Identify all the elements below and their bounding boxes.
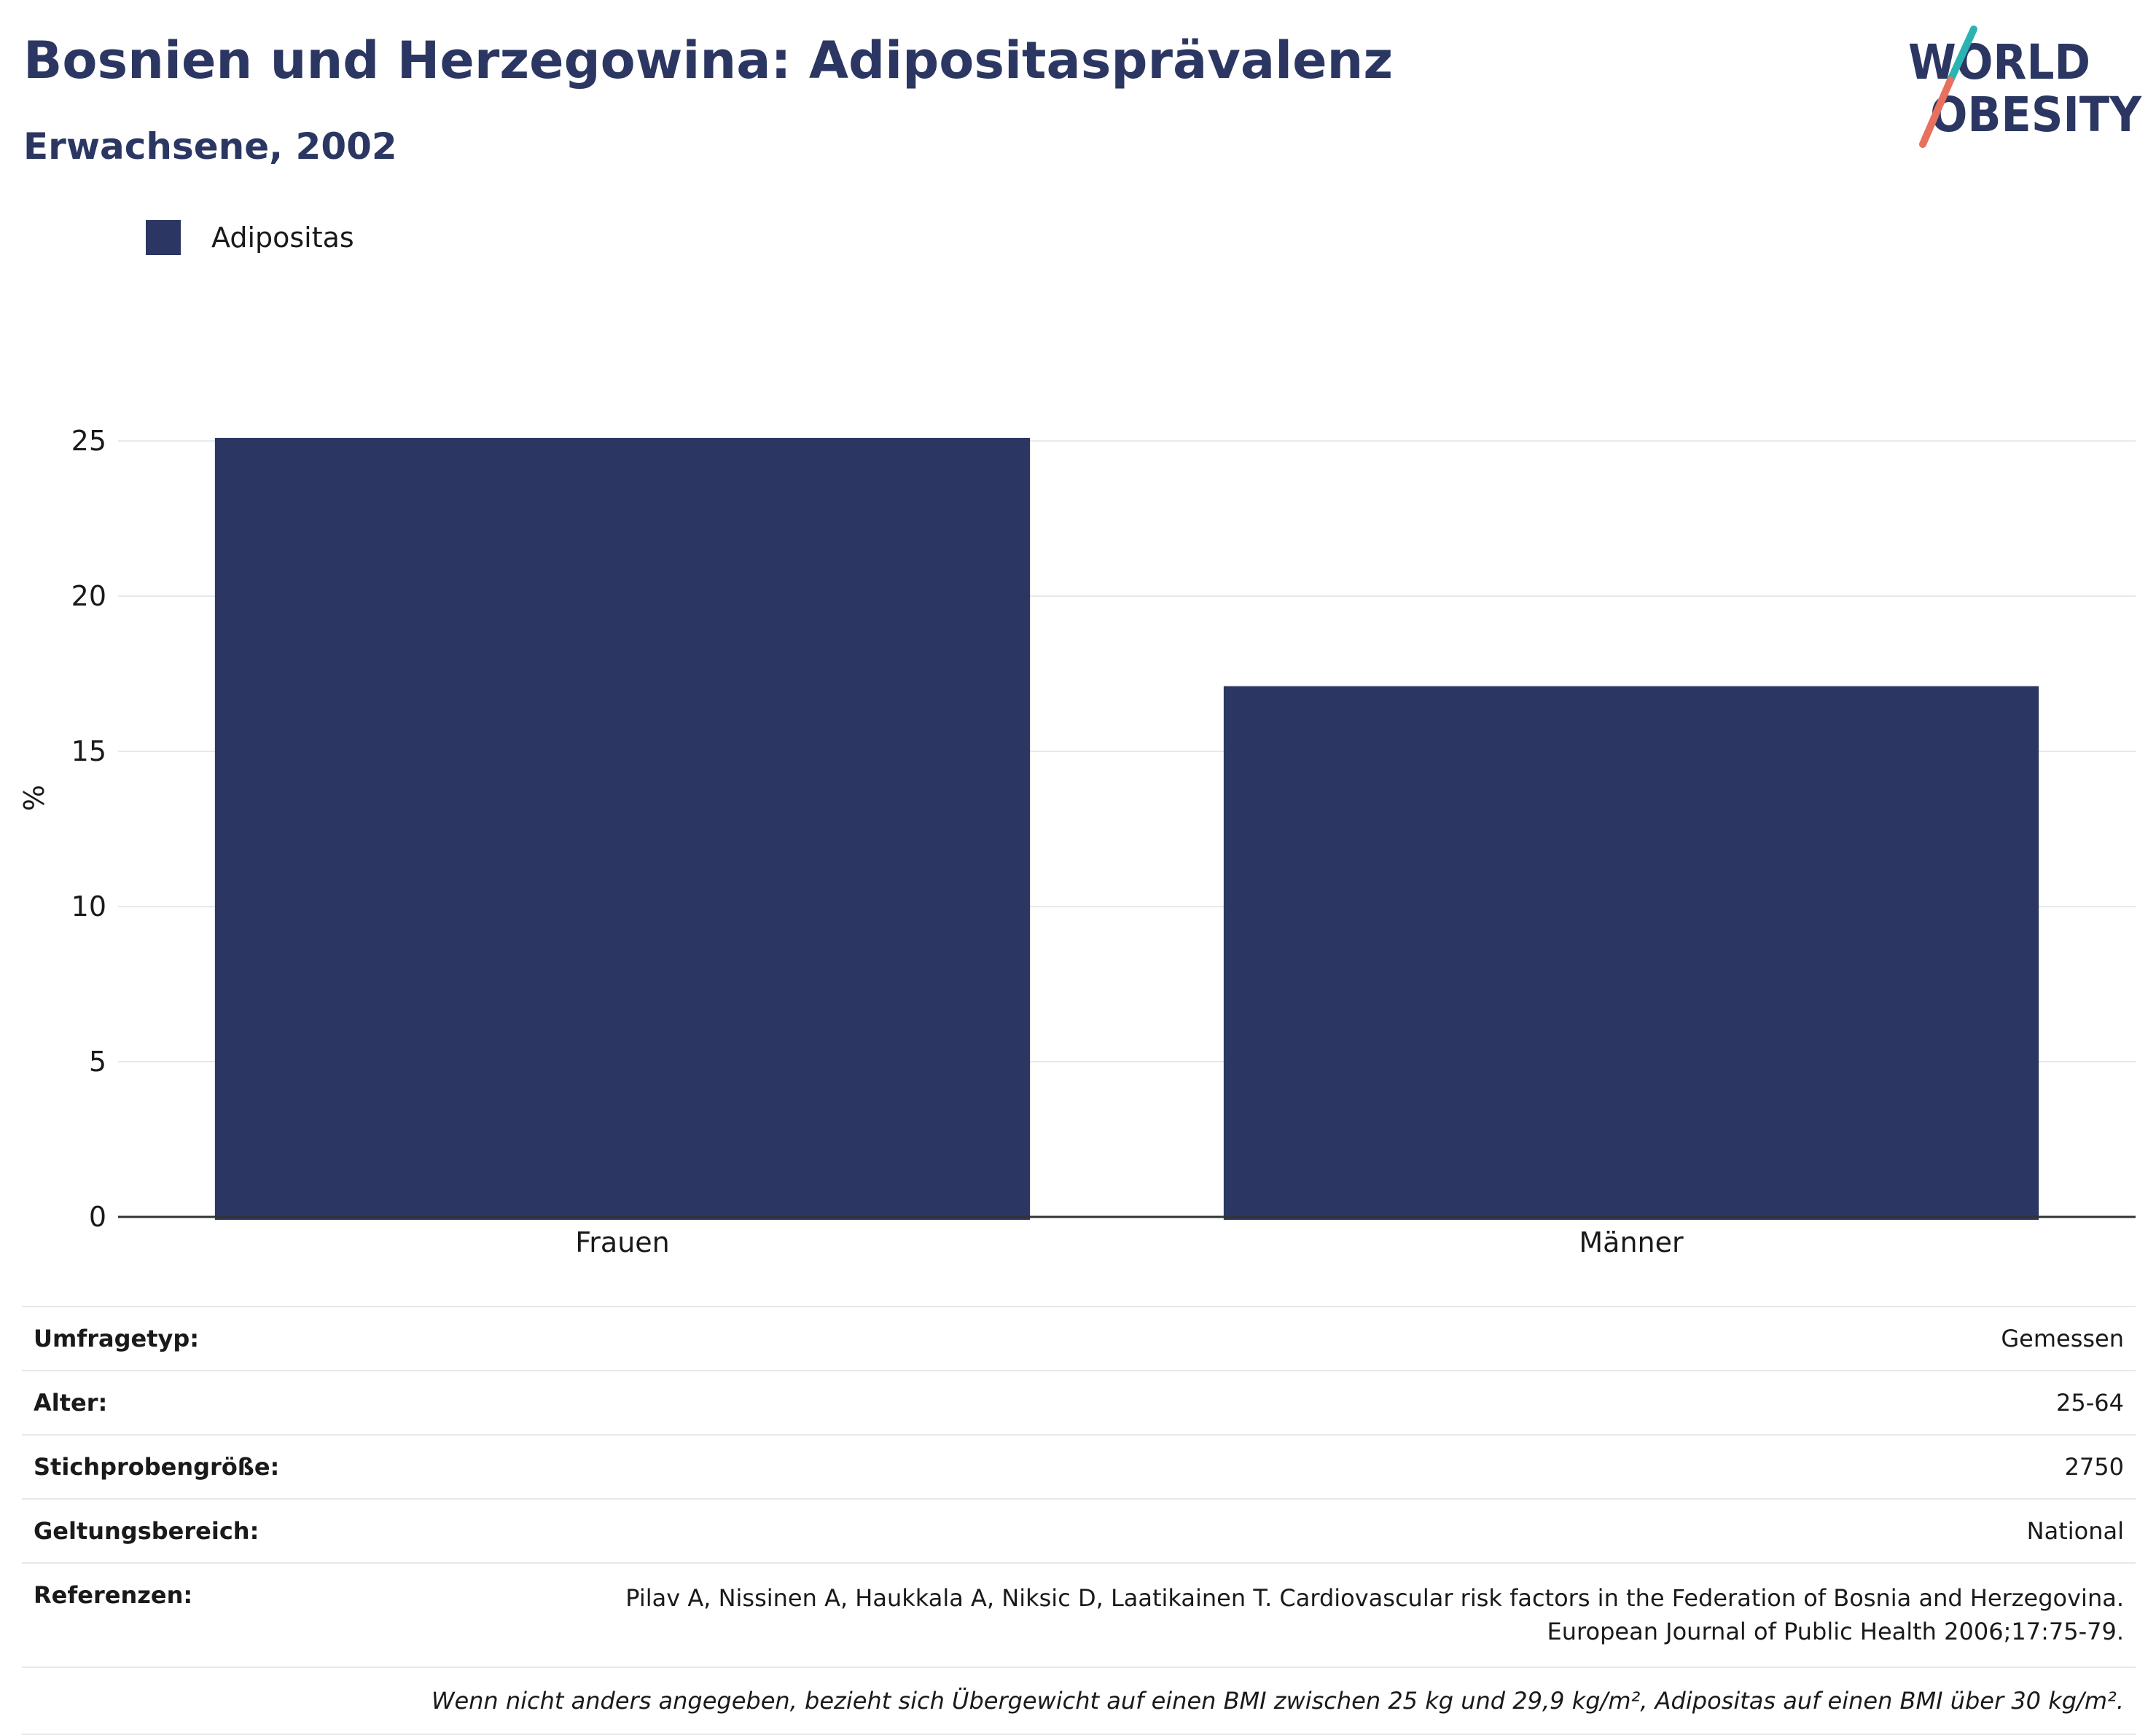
y-tick-label: 15: [71, 735, 106, 767]
sample-size-value: 2750: [2064, 1453, 2124, 1481]
chart-bars: [214, 437, 2039, 1220]
survey-details: Umfragetyp: Gemessen Alter: 25-64 Stichp…: [22, 1306, 2136, 1735]
meta-row-survey-type: Umfragetyp: Gemessen: [22, 1306, 2136, 1370]
y-axis-ticks: 0 5 10 15 20 25: [71, 425, 106, 1233]
logo-line-1: WORLD: [1908, 34, 2090, 90]
references-value: Pilav A, Nissinen A, Haukkala A, Niksic …: [625, 1581, 2124, 1649]
sample-size-label: Stichprobengröße:: [34, 1453, 280, 1481]
y-tick-label: 10: [71, 890, 106, 923]
bmi-note-text: Wenn nicht anders angegeben, bezieht sic…: [431, 1686, 2124, 1715]
logo-slash-bottom: [1919, 77, 1954, 148]
references-label: Referenzen:: [34, 1581, 193, 1609]
survey-type-label: Umfragetyp:: [34, 1325, 200, 1352]
meta-row-references: Referenzen: Pilav A, Nissinen A, Haukkal…: [22, 1562, 2136, 1667]
y-tick-label: 5: [89, 1046, 106, 1078]
scope-value: National: [2026, 1517, 2124, 1545]
meta-row-age: Alter: 25-64: [22, 1370, 2136, 1434]
reference-line-2: European Journal of Public Health 2006;1…: [1547, 1618, 2124, 1646]
meta-row-scope: Geltungsbereich: National: [22, 1498, 2136, 1562]
bar-chart: 0 5 10 15 20 25 Frauen Männer %: [18, 425, 2136, 1258]
scope-label: Geltungsbereich:: [34, 1517, 259, 1545]
logo-line-2: OBESITY: [1930, 87, 2142, 143]
y-tick-label: 20: [71, 580, 106, 612]
y-tick-label: 25: [71, 425, 106, 457]
age-value: 25-64: [2056, 1389, 2124, 1417]
y-axis-label: %: [18, 785, 50, 811]
survey-type-value: Gemessen: [2001, 1325, 2124, 1352]
y-tick-label: 0: [89, 1201, 106, 1233]
bmi-note: Wenn nicht anders angegeben, bezieht sic…: [22, 1666, 2136, 1735]
reference-line-1: Pilav A, Nissinen A, Haukkala A, Niksic …: [625, 1584, 2124, 1612]
page-title: Bosnien und Herzegowina: Adipositaspräva…: [23, 31, 1394, 90]
chart-legend: Adipositas: [146, 216, 354, 259]
legend-label: Adipositas: [211, 222, 354, 254]
meta-row-sample-size: Stichprobengröße: 2750: [22, 1434, 2136, 1498]
x-tick-label: Frauen: [575, 1226, 670, 1258]
logo-slash-top: [1947, 26, 1977, 84]
bar-frauen: [214, 437, 1031, 1220]
x-tick-label: Männer: [1579, 1226, 1684, 1258]
page-subtitle: Erwachsene, 2002: [23, 125, 397, 168]
legend-swatch: [146, 220, 181, 255]
world-obesity-logo: WORLD OBESITY: [1908, 26, 2142, 148]
age-label: Alter:: [34, 1389, 108, 1417]
bar-m-nner: [1223, 686, 2039, 1220]
x-axis-ticks: Frauen Männer: [575, 1226, 1684, 1258]
